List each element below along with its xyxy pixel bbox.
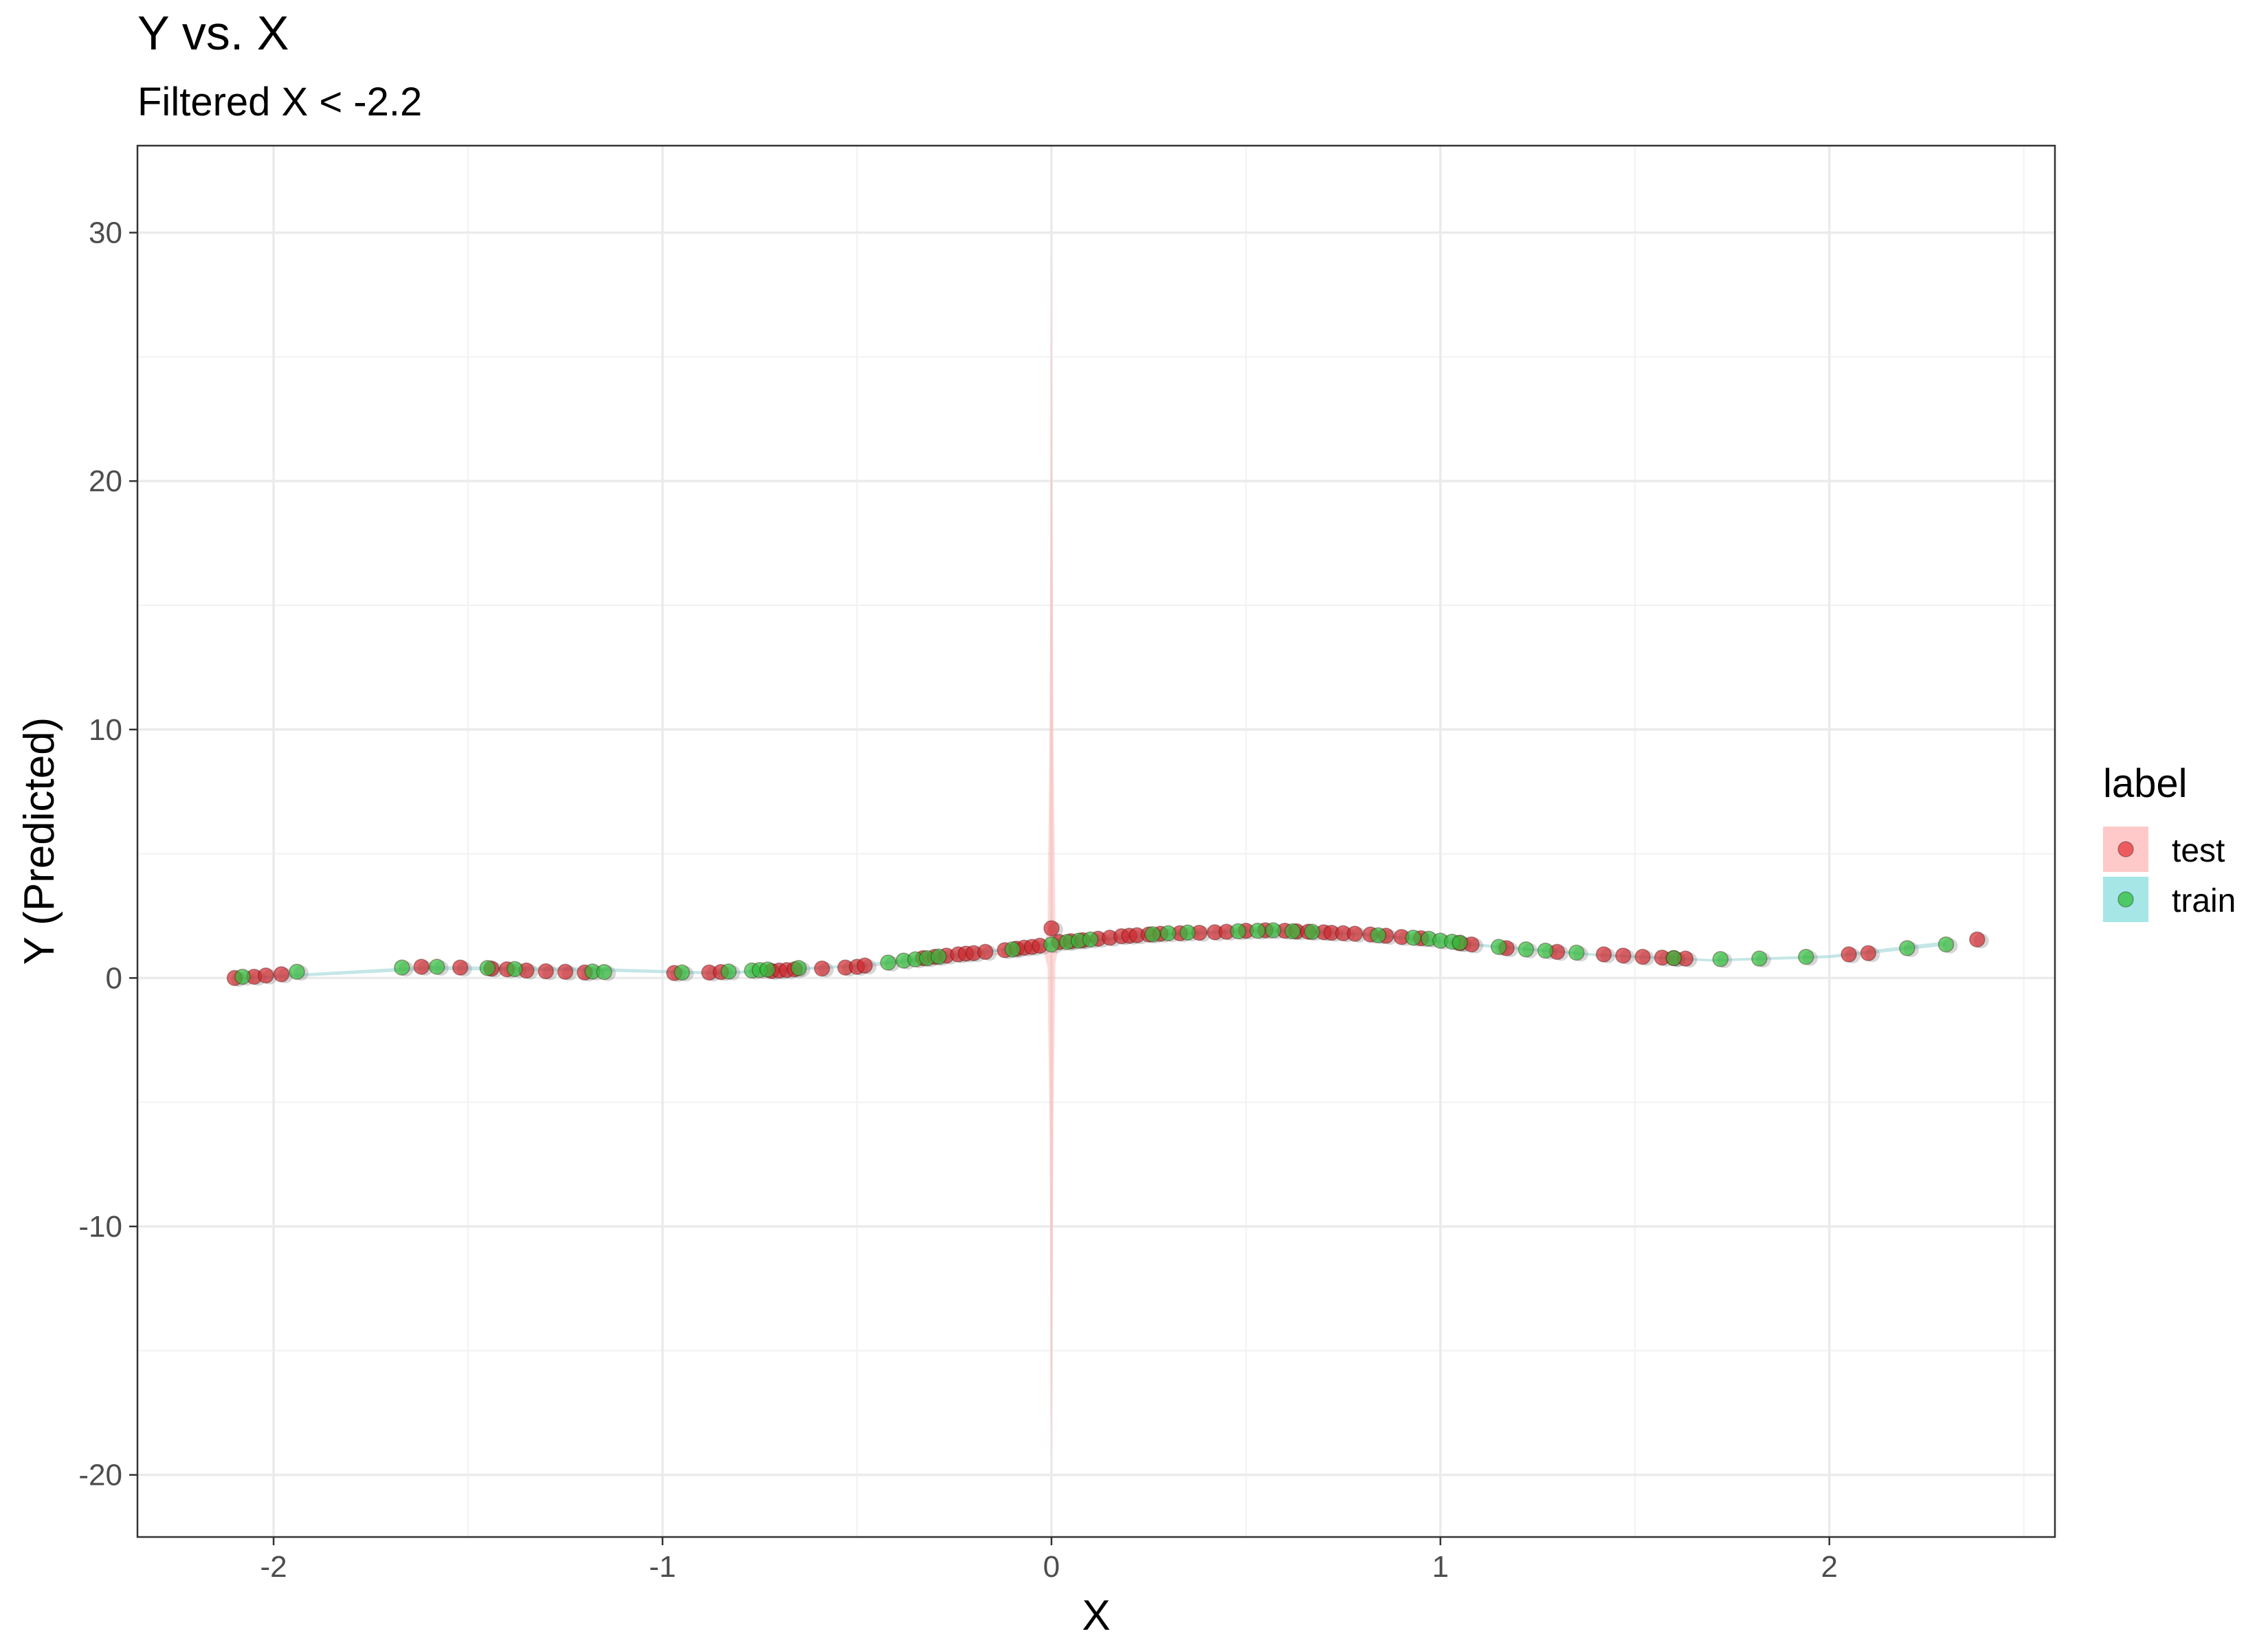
y-axis-label: Y (Predicted) <box>16 717 63 965</box>
grid-minor <box>137 146 2055 1537</box>
point-test <box>1595 946 1612 963</box>
point-test <box>1860 945 1877 961</box>
point-train <box>289 963 305 980</box>
legend-title: label <box>2103 761 2188 806</box>
point-test <box>537 963 554 980</box>
point-train <box>1179 924 1196 941</box>
x-tick-label: -1 <box>649 1550 676 1584</box>
point-train <box>1082 931 1099 948</box>
point-train <box>1370 927 1387 943</box>
y-tick-label: 0 <box>106 961 122 995</box>
x-tick-label: -2 <box>260 1550 287 1584</box>
point-test <box>413 958 430 975</box>
point-train <box>880 954 896 971</box>
chart-subtitle: Filtered X < -2.2 <box>137 80 422 124</box>
point-train <box>479 960 496 976</box>
point-train <box>1159 925 1177 942</box>
point-test <box>273 966 290 983</box>
point-train <box>1537 942 1554 959</box>
x-axis-label: X <box>1082 1592 1110 1639</box>
point-train <box>1230 923 1247 940</box>
y-tick-label: -10 <box>78 1210 122 1244</box>
y-tick-label: 30 <box>89 216 122 250</box>
point-test <box>1841 946 1857 963</box>
y-tick-label: -20 <box>78 1459 122 1492</box>
point-train <box>1304 923 1320 940</box>
y-tick-label: 20 <box>89 464 122 498</box>
point-test <box>452 959 469 976</box>
point-train <box>1712 951 1729 967</box>
point-train <box>596 963 612 980</box>
grid-major <box>137 146 2055 1537</box>
point-test <box>1634 948 1651 965</box>
point-train <box>1490 939 1507 955</box>
x-axis: -2 -1 0 1 2 <box>260 1537 1838 1584</box>
point-test <box>258 967 274 984</box>
point-test <box>1615 947 1632 964</box>
point-train <box>1937 936 1955 953</box>
y-axis: -20 -10 0 10 20 30 <box>78 216 137 1492</box>
x-tick-label: 0 <box>1043 1550 1060 1584</box>
x-tick-label: 1 <box>1432 1550 1449 1584</box>
chart-title: Y vs. X <box>137 6 289 60</box>
point-test <box>814 960 830 977</box>
point-train <box>1568 944 1585 961</box>
point-train <box>234 968 251 985</box>
point-test <box>1969 931 1986 948</box>
legend-point-train <box>2117 891 2134 908</box>
point-train <box>394 959 410 976</box>
plot-panel <box>137 146 2055 1537</box>
point-test <box>1346 926 1364 942</box>
point-train <box>1265 922 1282 939</box>
point-train <box>1043 936 1060 953</box>
point-train <box>1517 941 1535 958</box>
point-train <box>1405 930 1421 946</box>
point-train <box>1452 934 1468 951</box>
legend-label-test: test <box>2172 833 2225 869</box>
legend-point-test <box>2117 841 2134 857</box>
data-points <box>226 920 1989 987</box>
point-train <box>1665 950 1682 967</box>
point-test <box>557 963 574 980</box>
point-train <box>1751 950 1768 967</box>
point-train <box>720 963 737 980</box>
point-train <box>1249 922 1266 939</box>
point-test <box>1043 920 1060 936</box>
point-test <box>856 957 874 974</box>
point-train <box>1798 948 1814 965</box>
point-train <box>1004 941 1021 958</box>
legend-entry-train: train <box>2103 877 2236 922</box>
legend-label-train: train <box>2172 883 2236 919</box>
plot-border <box>136 144 2056 1538</box>
point-train <box>429 958 445 975</box>
legend: label test train <box>2103 761 2236 922</box>
point-train <box>507 961 523 978</box>
y-tick-label: 10 <box>89 713 122 747</box>
point-test <box>977 943 994 961</box>
point-train <box>931 948 947 965</box>
point-train <box>1144 926 1161 943</box>
legend-entry-test: test <box>2103 827 2225 872</box>
x-tick-label: 2 <box>1821 1550 1838 1584</box>
point-train <box>1285 923 1301 940</box>
point-train <box>674 964 691 981</box>
point-train <box>790 960 807 976</box>
point-train <box>759 961 776 978</box>
point-train <box>1899 940 1915 956</box>
